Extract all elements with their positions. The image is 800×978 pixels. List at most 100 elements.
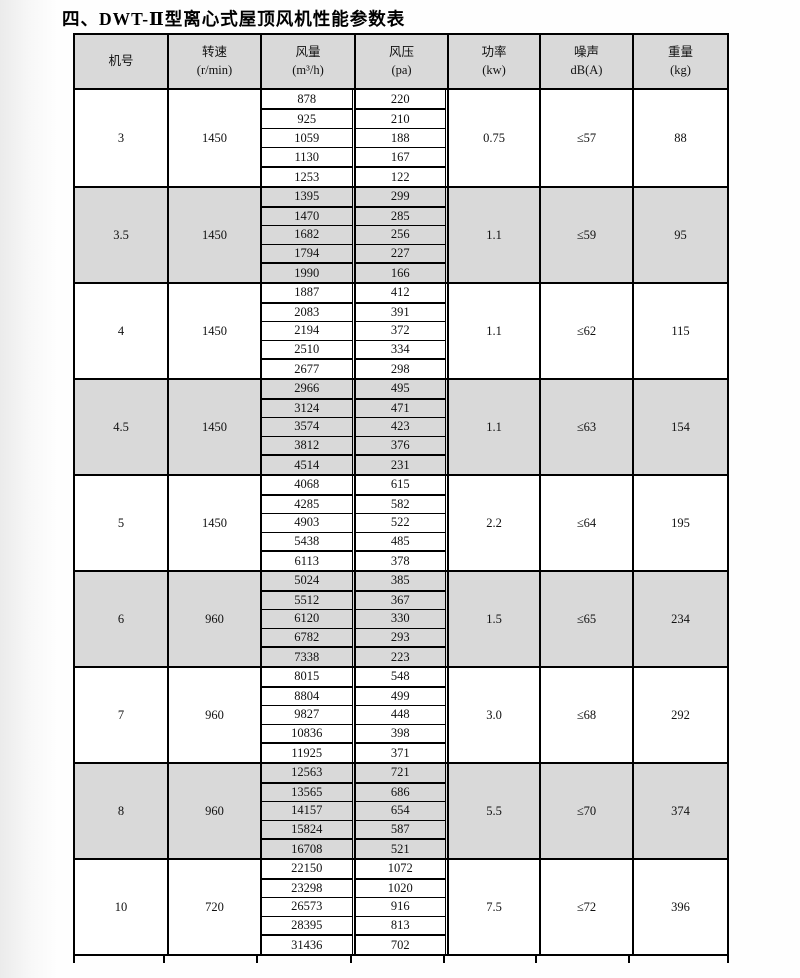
scan-edge-shading <box>0 0 58 978</box>
power-cell: 7.5 <box>447 860 539 954</box>
power-cell: 3.0 <box>447 668 539 762</box>
header-label: 风量 <box>295 45 321 59</box>
pressure-box: 398 <box>356 724 446 745</box>
group-row: 6 960 5024 5512 6120 6782 7338 385 367 330 293 223 1… <box>75 570 727 666</box>
group-row: 4.5 1450 2966 3124 3574 3812 4514 495 471 423 376 2… <box>75 378 727 474</box>
border-stub <box>350 956 352 963</box>
header-cell-noise: 噪声 dB(A) <box>539 35 632 88</box>
border-stub <box>727 956 729 963</box>
flow-box: 6782 <box>262 628 353 649</box>
flow-box: 1990 <box>262 264 353 282</box>
pressure-box: 654 <box>356 802 446 821</box>
flow-stack: 4068 4285 4903 5438 6113 <box>260 476 354 570</box>
model-cell: 5 <box>117 515 125 530</box>
header-cell-speed: 转速 (r/min) <box>167 35 260 88</box>
noise-cell: ≤70 <box>539 764 632 858</box>
flow-box: 4068 <box>262 476 353 496</box>
pressure-box: 122 <box>356 168 446 186</box>
speed-cell: 1450 <box>167 90 260 186</box>
flow-stack: 1395 1470 1682 1794 1990 <box>260 188 354 282</box>
power-cell: 0.75 <box>447 90 539 186</box>
pressure-box: 1020 <box>356 879 446 899</box>
pressure-box: 412 <box>356 284 446 304</box>
noise-cell: ≤72 <box>539 860 632 954</box>
flow-box: 2966 <box>262 380 353 400</box>
speed-cell: 960 <box>167 764 260 858</box>
model-cell: 7 <box>117 707 125 722</box>
weight-cell: 374 <box>632 764 727 858</box>
flow-box: 16708 <box>262 840 353 858</box>
header-unit: dB(A) <box>570 62 603 77</box>
model-cell: 10 <box>114 899 128 914</box>
flow-box: 1887 <box>262 284 353 304</box>
flow-box: 5438 <box>262 532 353 553</box>
header-cell-power: 功率 (kw) <box>447 35 539 88</box>
flow-box: 6120 <box>262 610 353 629</box>
pressure-box: 522 <box>356 514 446 533</box>
flow-box: 2510 <box>262 340 353 361</box>
pressure-box: 220 <box>356 90 446 110</box>
flow-box: 1794 <box>262 244 353 265</box>
border-stub <box>163 956 165 963</box>
pressure-box: 188 <box>356 129 446 148</box>
flow-box: 1253 <box>262 168 353 186</box>
flow-box: 4903 <box>262 514 353 533</box>
pressure-stack: 220 210 188 167 122 <box>354 90 447 186</box>
header-label: 转速 <box>201 45 227 59</box>
pressure-box: 371 <box>356 744 446 762</box>
flow-box: 10836 <box>262 724 353 745</box>
power-cell: 1.1 <box>447 188 539 282</box>
group-row: 10 720 22150 23298 26573 28395 31436 1072 1020 91… <box>75 858 727 954</box>
header-cell-weight: 重量 (kg) <box>632 35 727 88</box>
flow-stack: 8015 8804 9827 10836 11925 <box>260 668 354 762</box>
flow-box: 22150 <box>262 860 353 880</box>
flow-box: 3124 <box>262 399 353 419</box>
speed-cell: 1450 <box>167 380 260 474</box>
flow-stack: 12563 13565 14157 15824 16708 <box>260 764 354 858</box>
flow-box: 7338 <box>262 648 353 666</box>
pressure-box: 721 <box>356 764 446 784</box>
border-stub <box>535 956 537 963</box>
pressure-stack: 1072 1020 916 813 702 <box>354 860 447 954</box>
pressure-box: 385 <box>356 572 446 592</box>
flow-box: 23298 <box>262 879 353 899</box>
noise-cell: ≤64 <box>539 476 632 570</box>
pressure-box: 499 <box>356 687 446 707</box>
noise-cell: ≤57 <box>539 90 632 186</box>
weight-cell: 292 <box>632 668 727 762</box>
pressure-box: 367 <box>356 591 446 611</box>
pressure-box: 231 <box>356 456 446 474</box>
pressure-box: 485 <box>356 532 446 553</box>
flow-box: 1130 <box>262 148 353 168</box>
pressure-box: 548 <box>356 668 446 688</box>
pressure-stack: 495 471 423 376 231 <box>354 380 447 474</box>
flow-box: 4514 <box>262 456 353 474</box>
flow-stack: 5024 5512 6120 6782 7338 <box>260 572 354 666</box>
page-title: 四、DWT-Ⅱ型离心式屋顶风机性能参数表 <box>62 9 406 29</box>
border-stub <box>256 956 258 963</box>
group-row: 4 1450 1887 2083 2194 2510 2677 412 391 372 334 298… <box>75 282 727 378</box>
pressure-box: 1072 <box>356 860 446 880</box>
model-cell: 3 <box>117 130 125 145</box>
flow-box: 5024 <box>262 572 353 592</box>
border-stub <box>628 956 630 963</box>
pressure-box: 702 <box>356 936 446 954</box>
flow-box: 31436 <box>262 936 353 954</box>
header-cell-flow: 风量 (m³/h) <box>260 35 354 88</box>
header-cell-model: 机号 <box>75 35 167 88</box>
flow-stack: 2966 3124 3574 3812 4514 <box>260 380 354 474</box>
pressure-box: 210 <box>356 110 446 129</box>
header-label: 机号 <box>108 53 134 68</box>
flow-box: 2194 <box>262 322 353 341</box>
pressure-box: 813 <box>356 916 446 937</box>
flow-box: 925 <box>262 110 353 129</box>
header-label: 噪声 <box>573 45 599 59</box>
weight-cell: 88 <box>632 90 727 186</box>
header-label: 风压 <box>388 45 414 59</box>
group-row: 5 1450 4068 4285 4903 5438 6113 615 582 522 485 378… <box>75 474 727 570</box>
pressure-stack: 721 686 654 587 521 <box>354 764 447 858</box>
flow-box: 1470 <box>262 207 353 227</box>
flow-box: 3574 <box>262 418 353 437</box>
group-row: 7 960 8015 8804 9827 10836 11925 548 499 448 398 37… <box>75 666 727 762</box>
